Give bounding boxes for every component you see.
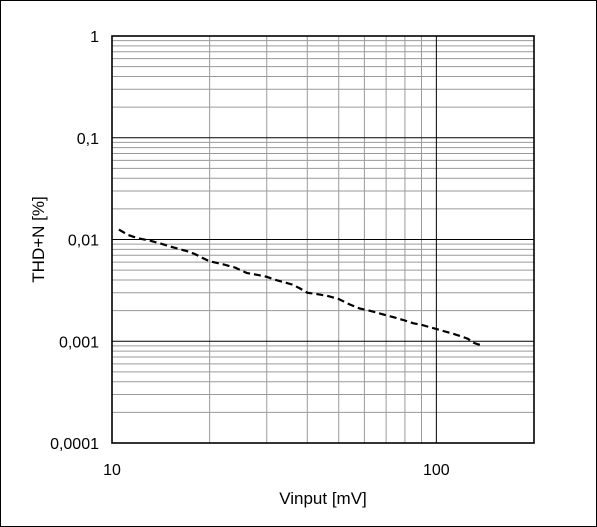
x-tick-labels: 10 100 <box>103 462 450 479</box>
y-tick-label: 0,01 <box>68 233 99 250</box>
y-tick-label: 0,001 <box>59 334 99 351</box>
x-tick-label: 100 <box>423 462 450 479</box>
thd-series-line <box>118 228 484 347</box>
y-tick-labels: 1 0,1 0,01 0,001 0,0001 <box>50 29 99 453</box>
x-tick-label: 10 <box>103 462 121 479</box>
y-axis-label: THD+N [%] <box>29 196 48 282</box>
y-tick-label: 0,0001 <box>50 436 99 453</box>
x-axis-label: Vinput [mV] <box>279 489 367 508</box>
y-tick-label: 1 <box>90 29 99 46</box>
plot-area-border <box>111 35 535 444</box>
y-tick-label: 0,1 <box>77 131 99 148</box>
